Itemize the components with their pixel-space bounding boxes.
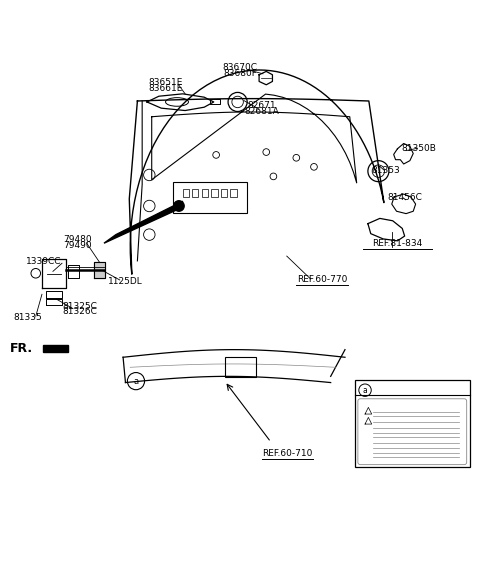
Bar (192, 189, 199, 197)
Text: 79480: 79480 (63, 236, 92, 244)
Text: 81326C: 81326C (63, 307, 97, 317)
Text: 81329A: 81329A (375, 385, 410, 394)
Bar (202, 189, 208, 197)
Text: 81350B: 81350B (402, 144, 436, 153)
Polygon shape (95, 262, 106, 277)
Text: 83661E: 83661E (149, 83, 183, 93)
Bar (225, 357, 256, 378)
Text: 81325C: 81325C (63, 302, 97, 311)
Text: 83651E: 83651E (149, 78, 183, 87)
Bar (221, 189, 227, 197)
Bar (230, 189, 237, 197)
Text: REF.60-770: REF.60-770 (297, 274, 347, 284)
Text: REF.60-710: REF.60-710 (263, 449, 313, 457)
Text: 1125DL: 1125DL (108, 277, 143, 286)
Text: 81335: 81335 (13, 313, 42, 322)
Polygon shape (43, 345, 68, 353)
Text: 79490: 79490 (63, 241, 92, 250)
Text: a: a (363, 386, 367, 395)
Text: a: a (133, 376, 139, 386)
Bar (355, 380, 470, 467)
Text: 82671: 82671 (247, 101, 276, 110)
Text: 83680F: 83680F (223, 69, 257, 78)
Text: 1339CC: 1339CC (25, 257, 61, 266)
Circle shape (174, 201, 184, 211)
Text: 83670C: 83670C (223, 63, 257, 72)
Polygon shape (104, 201, 183, 243)
Bar (183, 189, 189, 197)
Bar (211, 189, 217, 197)
Text: 82681A: 82681A (244, 107, 279, 116)
Bar (173, 182, 247, 213)
Text: FR.: FR. (11, 342, 34, 355)
Text: 81353: 81353 (371, 166, 400, 175)
Text: REF.81-834: REF.81-834 (372, 239, 422, 248)
Text: 81456C: 81456C (387, 193, 422, 203)
